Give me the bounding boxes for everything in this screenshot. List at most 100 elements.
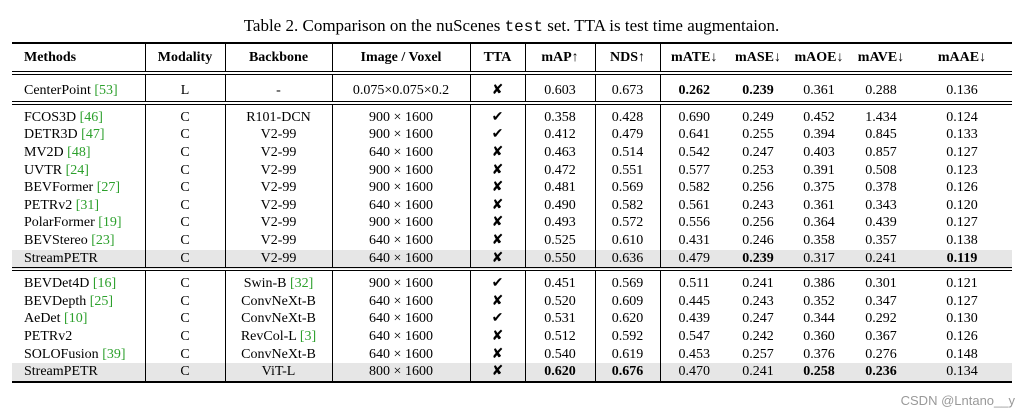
table-cell: 0.358 <box>525 103 596 127</box>
cell-text: Swin-B <box>243 276 287 292</box>
table-cell: 0.347 <box>865 293 897 309</box>
table-cell: 0.241 <box>742 276 774 292</box>
table-row: PolarFormer [19] C V2-99 900 × 1600 ✘ 0.493 0.… <box>12 214 1012 233</box>
table-cell: 900 × 1600 <box>332 126 471 145</box>
table-cell: 0.241 <box>728 363 788 382</box>
table-cell: 0.136 <box>946 83 978 98</box>
table-cell: 640 × 1600 <box>332 345 471 364</box>
table-cell: 0.378 <box>865 180 897 196</box>
table-row: BEVStereo [23] C V2-99 640 × 1600 ✘ 0.525 0.61… <box>12 232 1012 250</box>
cell-text: PolarFormer <box>24 215 95 231</box>
table-cell: 0.540 <box>525 345 596 364</box>
table-cell: C <box>145 161 226 180</box>
table-cell: 0.603 <box>525 73 596 103</box>
table-cell: 0.357 <box>865 232 897 248</box>
citation: [46] <box>79 109 103 125</box>
table-cell: 0.512 <box>525 328 596 346</box>
table-row: AeDet [10] C ConvNeXt-B 640 × 1600 ✔ 0.531 0.6… <box>12 310 1012 329</box>
table-cell: 900 × 1600 <box>332 214 471 233</box>
table-row: PETRv2 [31] C V2-99 640 × 1600 ✘ 0.490 0.582 0.… <box>12 196 1012 215</box>
cell-text: FCOS3D <box>24 109 77 125</box>
table-cell: V2-99 <box>225 144 333 162</box>
table-cell: 0.344 <box>803 311 835 327</box>
table-cell: StreamPETR <box>12 249 146 270</box>
table-row: StreamPETR C V2-99 640 × 1600 ✘ 0.550 0.636 0.4… <box>12 249 1012 270</box>
table-cell: 640 × 1600 <box>332 196 471 215</box>
table-cell: 0.130 <box>946 311 978 327</box>
table-cell: 0.292 <box>865 311 897 327</box>
table-cell: BEVStereo [23] <box>12 232 146 250</box>
table-cell: 0.428 <box>595 103 661 127</box>
table-cell: 0.845 <box>865 127 897 143</box>
table-cell: 0.126 <box>946 328 978 344</box>
table-cell: 640 × 1600 <box>332 144 471 162</box>
column-header: Modality <box>145 43 226 73</box>
row-group: BEVDet4D [16] C Swin-B [32] 900 × 1600 ✔ 0.45… <box>12 269 1012 382</box>
table-cell: 0.364 <box>803 215 835 231</box>
table-cell: 0.463 <box>525 144 596 162</box>
table-cell: ✔ <box>470 310 526 329</box>
table-cell: 640 × 1600 <box>332 249 471 270</box>
table-cell: 0.301 <box>865 276 897 292</box>
citation: [27] <box>96 180 121 196</box>
cell-text: AeDet <box>24 311 61 327</box>
table-cell: ✘ <box>470 73 526 103</box>
table-cell: Swin-B [32] <box>225 269 333 293</box>
table-cell: 640 × 1600 <box>332 328 471 346</box>
table-cell: 0.490 <box>525 196 596 215</box>
table-cell: 0.127 <box>946 144 978 160</box>
table-cell: 0.386 <box>803 276 835 292</box>
table-cell: 0.148 <box>946 346 978 362</box>
table-cell: 0.394 <box>803 127 835 143</box>
table-row: CenterPoint [53] L -0.075×0.075×0.2 ✘ 0.603 0… <box>12 73 1012 103</box>
table-cell: ✔ <box>470 269 526 293</box>
table-cell: SOLOFusion [39] <box>12 345 146 364</box>
table-cell: CenterPoint [53] <box>12 73 146 103</box>
table-cell: MV2D [48] <box>12 144 146 162</box>
table-cell: C <box>145 310 226 329</box>
table-cell: StreamPETR <box>12 363 146 382</box>
table-cell: ✘ <box>470 345 526 364</box>
table-cell: 0.239 <box>742 83 774 98</box>
table-cell: C <box>145 292 226 311</box>
table-cell: V2-99 <box>225 196 333 215</box>
table-cell: 0.257 <box>742 346 774 362</box>
table-cell: 0.472 <box>525 161 596 180</box>
table-cell: 0.620 <box>525 363 596 382</box>
header-row: Methods Modality Backbone Image / Voxel TTA m… <box>12 43 1012 73</box>
table-cell: 0.243 <box>742 197 774 213</box>
column-header: mASE↓ <box>735 49 781 65</box>
table-cell: ConvNeXt-B <box>225 292 333 311</box>
table-cell: 0.451 <box>525 269 596 293</box>
table-cell: 0.620 <box>595 310 661 329</box>
table-cell: ✘ <box>470 144 526 162</box>
table-row: PETRv2 C RevCol-L [3] 640 × 1600 ✘ 0.512 0.592… <box>12 328 1012 346</box>
cell-text: BEVFormer <box>24 180 94 196</box>
cell-text: RevCol-L <box>240 328 297 344</box>
watermark: CSDN @Lntano__y <box>900 393 1015 408</box>
table-cell: 0.247 <box>742 311 774 327</box>
table-cell: 0.255 <box>742 127 774 143</box>
table-cell: 0.452 <box>803 109 835 125</box>
table-row: SOLOFusion [39] C ConvNeXt-B 640 × 1600 ✘ 0.5… <box>12 345 1012 364</box>
table-cell: 900 × 1600 <box>332 161 471 180</box>
table-cell: 0.247 <box>742 144 774 160</box>
table-cell: 0.367 <box>865 328 897 344</box>
cell-text: PETRv2 <box>24 197 73 213</box>
table-cell: 0.431 <box>678 232 711 248</box>
citation: [47] <box>81 127 105 143</box>
table-cell: PETRv2 [31] <box>12 196 146 215</box>
table-cell: 0.569 <box>595 269 661 293</box>
table-cell: V2-99 <box>225 214 333 233</box>
table-cell: 640 × 1600 <box>332 310 471 329</box>
table-cell: 0.514 <box>595 144 661 162</box>
cell-text: BEVStereo <box>24 232 88 248</box>
table-cell: 0.479 <box>595 126 661 145</box>
table-cell: 0.239 <box>728 249 788 270</box>
table-cell: V2-99 <box>225 179 333 197</box>
table-cell: ✘ <box>470 328 526 346</box>
table-cell: 0.493 <box>525 214 596 233</box>
table-cell: 0.542 <box>678 144 711 160</box>
column-header: mAAE↓ <box>937 49 987 65</box>
